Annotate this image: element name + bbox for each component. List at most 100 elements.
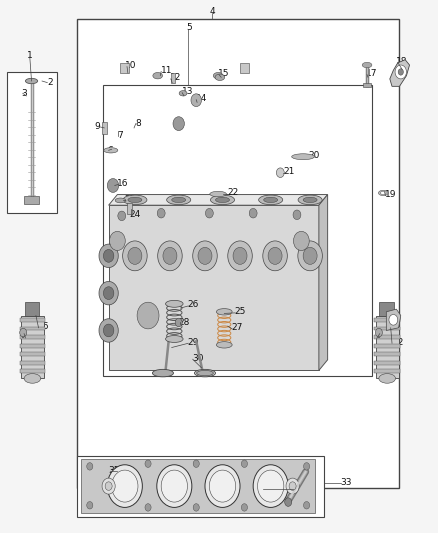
Circle shape xyxy=(389,314,398,325)
Circle shape xyxy=(112,470,138,502)
Circle shape xyxy=(20,328,27,337)
Circle shape xyxy=(193,504,199,511)
Circle shape xyxy=(145,460,151,467)
Polygon shape xyxy=(81,459,315,513)
Circle shape xyxy=(87,502,93,509)
Text: 30: 30 xyxy=(192,354,203,362)
Circle shape xyxy=(298,241,322,271)
Text: 5: 5 xyxy=(186,23,192,32)
Bar xyxy=(374,318,400,322)
Text: 7: 7 xyxy=(117,132,123,140)
Circle shape xyxy=(105,482,112,490)
Ellipse shape xyxy=(298,195,322,205)
Text: 25: 25 xyxy=(234,308,246,316)
Text: 14: 14 xyxy=(196,94,208,103)
Text: 26: 26 xyxy=(187,301,199,309)
Ellipse shape xyxy=(258,195,283,205)
Polygon shape xyxy=(109,195,328,205)
Text: 24: 24 xyxy=(129,210,141,219)
Circle shape xyxy=(293,210,301,220)
Circle shape xyxy=(99,319,118,342)
Ellipse shape xyxy=(362,62,372,68)
Circle shape xyxy=(289,482,296,490)
Circle shape xyxy=(303,247,317,264)
Bar xyxy=(21,316,44,378)
Bar xyxy=(20,318,45,322)
Bar xyxy=(20,344,45,348)
Circle shape xyxy=(157,208,165,218)
Bar xyxy=(374,335,400,339)
Bar xyxy=(20,335,45,339)
Bar xyxy=(20,327,45,330)
Circle shape xyxy=(99,281,118,305)
Circle shape xyxy=(107,179,119,192)
Text: 32: 32 xyxy=(392,338,403,346)
Text: 1: 1 xyxy=(27,52,33,60)
Bar xyxy=(376,316,399,378)
Ellipse shape xyxy=(194,369,215,377)
Ellipse shape xyxy=(216,342,232,348)
Circle shape xyxy=(276,168,284,177)
Ellipse shape xyxy=(303,197,317,203)
Bar xyxy=(171,73,175,83)
Circle shape xyxy=(99,244,118,268)
Text: 36: 36 xyxy=(37,322,49,330)
Text: 22: 22 xyxy=(227,189,238,197)
Polygon shape xyxy=(319,195,328,370)
Text: 9: 9 xyxy=(94,123,100,131)
Bar xyxy=(20,352,45,356)
Bar xyxy=(240,63,249,73)
Circle shape xyxy=(118,211,126,221)
Text: 20: 20 xyxy=(309,151,320,160)
Ellipse shape xyxy=(104,148,118,153)
Text: 10: 10 xyxy=(125,61,136,69)
Ellipse shape xyxy=(379,374,396,383)
Ellipse shape xyxy=(378,190,388,196)
Ellipse shape xyxy=(215,197,230,203)
Text: 17: 17 xyxy=(366,69,377,78)
Bar xyxy=(77,456,324,517)
Text: 19: 19 xyxy=(385,190,396,199)
Circle shape xyxy=(128,247,142,264)
Ellipse shape xyxy=(210,191,226,197)
Circle shape xyxy=(205,208,213,218)
Ellipse shape xyxy=(213,72,223,79)
Circle shape xyxy=(209,470,236,502)
Bar xyxy=(120,63,129,73)
Circle shape xyxy=(285,498,292,506)
Bar xyxy=(374,327,400,330)
Text: 29: 29 xyxy=(187,338,199,346)
Bar xyxy=(374,352,400,356)
Ellipse shape xyxy=(166,336,183,342)
Text: 15: 15 xyxy=(218,69,230,78)
Bar xyxy=(379,302,394,316)
Circle shape xyxy=(198,247,212,264)
Circle shape xyxy=(163,247,177,264)
Ellipse shape xyxy=(152,369,173,377)
Circle shape xyxy=(268,247,282,264)
Ellipse shape xyxy=(292,154,314,160)
Circle shape xyxy=(157,465,192,507)
Bar xyxy=(77,19,399,488)
Text: 12: 12 xyxy=(170,73,181,82)
Circle shape xyxy=(293,231,309,251)
Circle shape xyxy=(263,241,287,271)
Ellipse shape xyxy=(380,191,386,195)
Text: 28: 28 xyxy=(179,318,190,327)
Bar xyxy=(102,122,107,134)
Polygon shape xyxy=(109,205,319,370)
Ellipse shape xyxy=(25,78,38,84)
Circle shape xyxy=(398,69,403,75)
Text: 21: 21 xyxy=(284,167,295,176)
Ellipse shape xyxy=(264,197,278,203)
Circle shape xyxy=(158,241,182,271)
Bar xyxy=(127,203,132,214)
Ellipse shape xyxy=(153,72,162,79)
Ellipse shape xyxy=(123,195,147,205)
Bar xyxy=(374,344,400,348)
Ellipse shape xyxy=(115,198,126,203)
Ellipse shape xyxy=(210,195,234,205)
Circle shape xyxy=(249,208,257,218)
Circle shape xyxy=(87,463,93,470)
Polygon shape xyxy=(386,309,401,330)
